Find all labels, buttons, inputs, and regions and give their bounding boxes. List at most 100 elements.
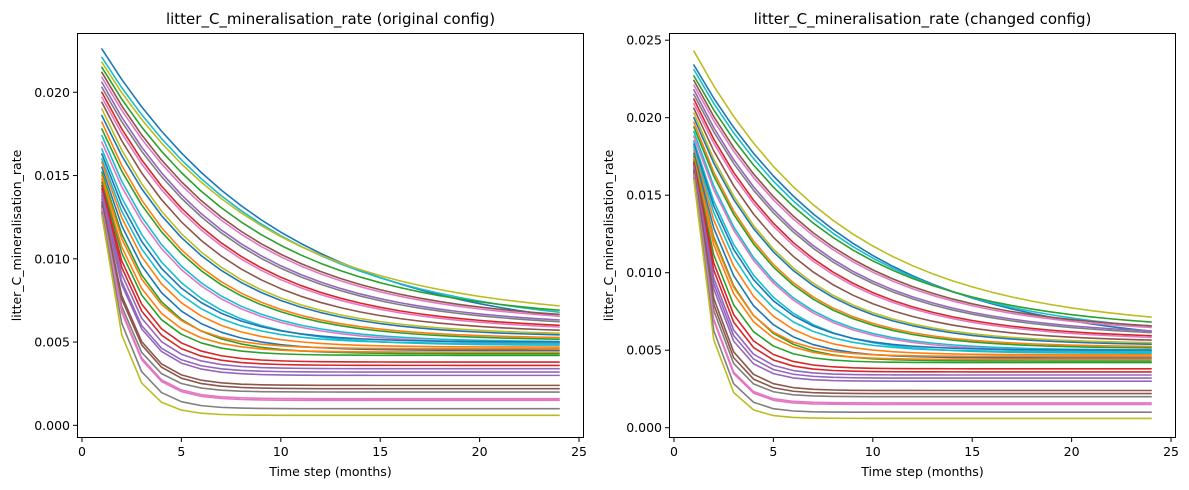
left-series-line-20 (101, 158, 560, 345)
left-chart-panel: litter_C_mineralisation_rate (original c… (9, 10, 587, 479)
right-x-tick-label-4: 20 (1064, 444, 1080, 459)
right-series-line-12 (693, 112, 1152, 344)
right-series-line-1 (693, 50, 1152, 318)
right-series-line-38 (693, 178, 1152, 420)
right-series-line-29 (693, 164, 1152, 376)
left-series-line-4 (101, 66, 560, 312)
left-series-line-10 (101, 96, 560, 328)
right-series-line-13 (693, 116, 1152, 345)
right-series-group (693, 50, 1152, 420)
left-x-tick-label-5: 25 (571, 444, 587, 459)
left-series-line-7 (101, 81, 560, 321)
right-series-line-9 (693, 98, 1152, 337)
left-y-tick-label-1: 0.005 (34, 335, 70, 350)
right-y-tick-label-5: 0.025 (626, 33, 662, 48)
left-series-line-27 (101, 184, 560, 363)
left-series-line-6 (101, 76, 560, 317)
right-series-line-5 (693, 79, 1152, 327)
left-series-line-25 (101, 178, 560, 353)
right-chart-title: litter_C_mineralisation_rate (changed co… (754, 10, 1092, 29)
left-y-tick-label-0: 0.000 (34, 418, 70, 433)
right-y-axis: 0.000 0.005 0.010 0.015 0.020 0.025 (626, 33, 670, 435)
right-series-line-7 (693, 89, 1152, 332)
left-series-line-36 (101, 209, 560, 402)
left-x-axis: 0 5 10 15 20 25 (78, 437, 587, 459)
left-series-line-28 (101, 188, 560, 367)
left-series-line-37 (101, 211, 560, 410)
right-chart-panel: litter_C_mineralisation_rate (changed co… (601, 10, 1179, 479)
left-y-tick-label-2: 0.010 (34, 251, 70, 266)
left-series-line-16 (101, 134, 560, 343)
right-series-line-30 (693, 166, 1152, 379)
right-series-line-22 (693, 152, 1152, 359)
left-plot-frame (77, 33, 584, 438)
right-x-tick-label-2: 10 (865, 444, 881, 459)
right-plot-frame (669, 33, 1176, 438)
right-y-tick-label-4: 0.020 (626, 110, 662, 125)
right-x-tick-label-0: 0 (670, 444, 678, 459)
left-series-line-34 (101, 206, 560, 393)
right-series-line-27 (693, 161, 1152, 370)
left-x-tick-label-3: 15 (372, 444, 388, 459)
left-series-line-32 (101, 201, 560, 387)
left-series-line-8 (101, 86, 560, 323)
left-series-line-35 (101, 208, 560, 400)
right-x-tick-label-5: 25 (1163, 444, 1179, 459)
left-x-tick-label-4: 20 (472, 444, 488, 459)
right-y-tick-label-1: 0.005 (626, 343, 662, 358)
right-series-line-33 (693, 171, 1152, 395)
right-series-line-28 (693, 163, 1152, 373)
right-series-line-35 (693, 174, 1152, 404)
left-chart-title: litter_C_mineralisation_rate (original c… (166, 10, 495, 29)
right-y-tick-label-0: 0.000 (626, 420, 662, 435)
right-y-axis-label: litter_C_mineralisation_rate (601, 149, 616, 321)
right-series-line-20 (693, 146, 1152, 353)
left-series-line-9 (101, 91, 560, 327)
left-series-line-33 (101, 204, 560, 390)
right-series-line-6 (693, 84, 1152, 329)
left-series-line-24 (101, 174, 560, 350)
left-series-line-3 (101, 61, 560, 307)
left-series-line-29 (101, 191, 560, 370)
right-series-line-3 (693, 68, 1152, 328)
left-x-axis-label: Time step (months) (268, 464, 391, 479)
left-series-line-5 (101, 71, 560, 316)
right-series-line-25 (693, 158, 1152, 361)
left-series-line-14 (101, 121, 560, 339)
left-series-line-12 (101, 108, 560, 334)
right-y-tick-label-2: 0.010 (626, 265, 662, 280)
right-series-line-10 (693, 102, 1152, 339)
right-series-line-19 (693, 143, 1152, 351)
left-series-line-19 (101, 153, 560, 343)
right-series-line-36 (693, 175, 1152, 406)
left-series-line-13 (101, 114, 560, 336)
right-x-axis: 0 5 10 15 20 25 (670, 437, 1179, 459)
right-series-line-37 (693, 177, 1152, 414)
left-series-line-18 (101, 148, 560, 346)
right-series-line-15 (693, 126, 1152, 349)
right-series-line-11 (693, 107, 1152, 341)
right-series-line-8 (693, 93, 1152, 334)
right-series-line-32 (693, 169, 1152, 392)
right-series-line-24 (693, 157, 1152, 358)
right-x-axis-label: Time step (months) (860, 464, 983, 479)
right-x-tick-label-3: 15 (964, 444, 980, 459)
right-series-line-31 (693, 168, 1152, 383)
right-series-line-14 (693, 121, 1152, 348)
left-series-line-38 (101, 214, 560, 417)
left-series-line-30 (101, 194, 560, 373)
left-series-line-1 (101, 48, 560, 318)
right-y-tick-label-3: 0.015 (626, 188, 662, 203)
left-series-line-21 (101, 161, 560, 348)
right-series-line-21 (693, 149, 1152, 356)
left-x-tick-label-2: 10 (273, 444, 289, 459)
left-y-axis: 0.000 0.005 0.010 0.015 0.020 (34, 85, 78, 433)
left-y-tick-label-3: 0.015 (34, 168, 70, 183)
right-x-tick-label-1: 5 (769, 444, 777, 459)
left-y-axis-label: litter_C_mineralisation_rate (9, 149, 24, 321)
left-series-line-11 (101, 101, 560, 332)
right-series-line-4 (693, 75, 1152, 323)
left-series-line-26 (101, 181, 560, 357)
